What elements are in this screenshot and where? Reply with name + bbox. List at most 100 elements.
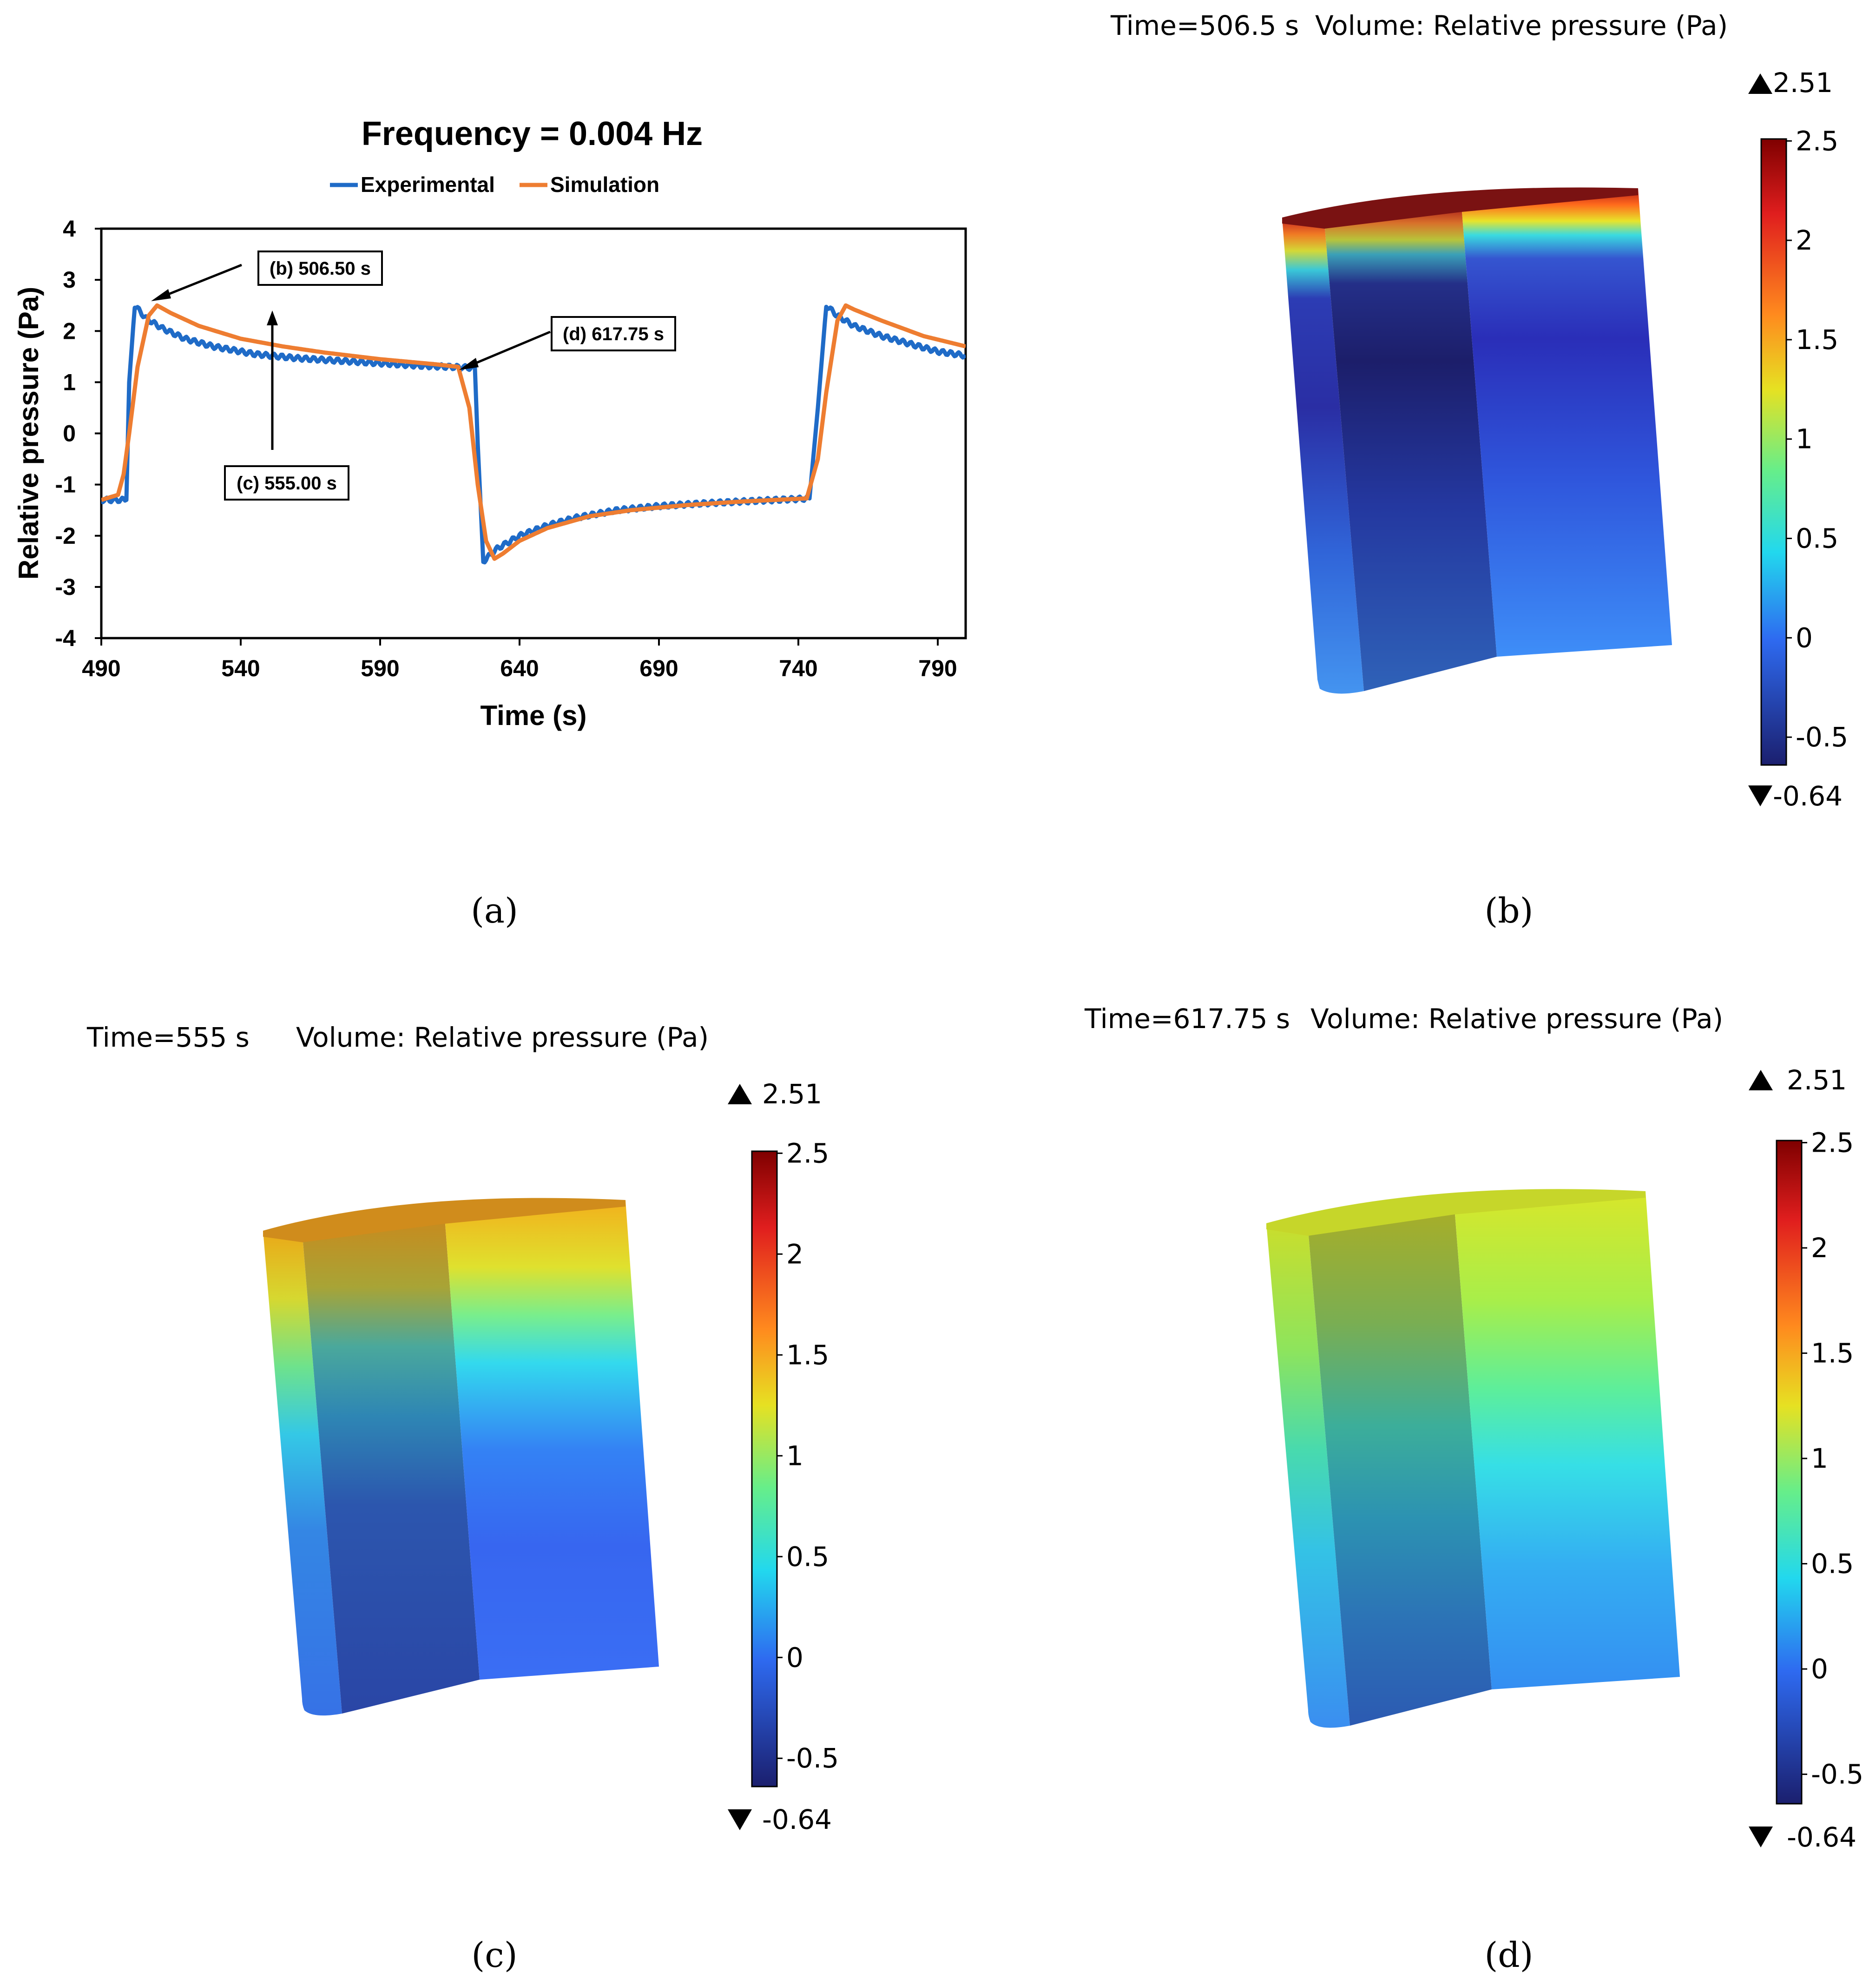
colorbar-tick-label: 2.5 xyxy=(1811,1127,1854,1159)
chart-title: Frequency = 0.004 Hz xyxy=(362,115,703,152)
colorbar-tick-label: 1.5 xyxy=(1811,1338,1854,1369)
annotation-arrowhead-d xyxy=(459,358,479,370)
colorbar-tick-label: 0 xyxy=(786,1642,803,1673)
panel-b-min-label: -0.64 xyxy=(1773,780,1843,812)
y-tick-label: 0 xyxy=(63,421,76,447)
colorbar-tick-label: -0.5 xyxy=(1796,721,1848,753)
panel-b-max-label: 2.51 xyxy=(1773,67,1833,99)
panel-d-min-marker-icon xyxy=(1749,1827,1773,1847)
simulation-panel-b: Time=506.5 s Volume: Relative pressure (… xyxy=(1110,10,1848,931)
colorbar-tick-label: 0 xyxy=(1811,1653,1828,1685)
panel-b-max-marker-icon xyxy=(1748,73,1772,94)
colorbar-tick-label: 2 xyxy=(1811,1232,1828,1264)
panel-c-min-marker-icon xyxy=(728,1809,752,1830)
annotation-box-d xyxy=(551,316,676,351)
panel-c-max-marker-icon xyxy=(728,1084,752,1104)
colorbar-tick-label: -0.5 xyxy=(1811,1759,1863,1790)
panel-b-volume-label: Volume: Relative pressure (Pa) xyxy=(1315,10,1728,41)
chart-plot-area xyxy=(100,227,967,640)
y-tick-label: -4 xyxy=(55,625,76,651)
colorbar-tick-label: 0.5 xyxy=(1796,523,1838,554)
x-tick-label: 740 xyxy=(779,655,817,681)
colorbar-tick-label: 0 xyxy=(1796,622,1813,653)
y-tick-label: 2 xyxy=(63,318,76,344)
series-line-simulation xyxy=(101,303,966,561)
x-tick-label: 640 xyxy=(500,655,539,681)
panel-c-colorbar: 2.51 -0.64 2.5 2 1.5 1 0.5 0 -0.5 xyxy=(728,1078,839,1835)
x-tick-label: 540 xyxy=(221,655,260,681)
panel-d-max-label: 2.51 xyxy=(1787,1064,1847,1096)
panel-c-middle-face xyxy=(303,1218,480,1714)
chart-ticks: 490 540 590 640 690 740 790 4 3 2 1 0 -1 -2 -3 -4 xyxy=(55,216,957,681)
y-tick-label: 4 xyxy=(63,216,76,242)
panel-c-volume-label: Volume: Relative pressure (Pa) xyxy=(296,1022,709,1053)
annotation-box-b xyxy=(257,251,383,286)
panel-b-3d-object xyxy=(1282,187,1672,694)
y-tick-label: -2 xyxy=(55,523,76,549)
panel-caption-c: (c) xyxy=(471,1935,517,1975)
panel-c-right-face xyxy=(445,1200,659,1680)
panel-b-time-label: Time=506.5 s xyxy=(1110,10,1299,41)
annotation-arrowhead-c xyxy=(267,310,278,325)
colorbar-tick-label: 2 xyxy=(786,1238,803,1270)
chart-annotations: (b) 506.50 s (c) 555.00 s (d) 617.75 s xyxy=(151,251,676,501)
panel-d-colorbar-gradient xyxy=(1776,1140,1803,1805)
colorbar-tick-label: -0.5 xyxy=(786,1742,839,1774)
simulation-panel-d: Time=617.75 s Volume: Relative pressure … xyxy=(1084,1003,1863,1975)
panel-caption-b: (b) xyxy=(1484,891,1533,931)
panel-b-colorbar-ticks: 2.5 2 1.5 1 0.5 0 -0.5 xyxy=(1786,125,1848,753)
panel-c-colorbar-gradient xyxy=(751,1150,778,1787)
chart-legend: Experimental Simulation xyxy=(330,172,659,197)
panel-caption-a: (a) xyxy=(471,891,518,931)
x-tick-label: 690 xyxy=(639,655,678,681)
panel-c-min-label: -0.64 xyxy=(762,1804,832,1835)
colorbar-tick-label: 1 xyxy=(786,1440,803,1471)
annotation-box-c xyxy=(224,465,349,501)
colorbar-tick-label: 1 xyxy=(1796,423,1813,455)
panel-c-colorbar-ticks: 2.5 2 1.5 1 0.5 0 -0.5 xyxy=(777,1137,839,1774)
colorbar-tick-label: 1 xyxy=(1811,1443,1828,1474)
panel-d-time-label: Time=617.75 s xyxy=(1084,1003,1290,1035)
panel-c-max-label: 2.51 xyxy=(762,1078,822,1110)
colorbar-tick-label: 0.5 xyxy=(786,1541,829,1572)
colorbar-tick-label: 1.5 xyxy=(786,1339,829,1371)
y-tick-label: 1 xyxy=(63,369,76,395)
panel-b-top-face xyxy=(1282,187,1638,229)
annotation-label-d: (d) 617.75 s xyxy=(563,324,664,344)
panel-b-right-face xyxy=(1461,188,1672,657)
legend-label-simulation: Simulation xyxy=(550,172,659,197)
y-tick-label: -3 xyxy=(55,574,76,600)
panel-d-max-marker-icon xyxy=(1749,1070,1773,1090)
panel-b-colorbar: 2.51 -0.64 2.5 2 1.5 1 0.5 0 -0.5 xyxy=(1748,67,1848,812)
annotation-arrow-d xyxy=(469,330,551,367)
annotation-label-c: (c) 555.00 s xyxy=(237,473,337,494)
colorbar-tick-label: 0.5 xyxy=(1811,1548,1854,1580)
colorbar-tick-label: 2.5 xyxy=(1796,125,1838,157)
panel-d-right-face xyxy=(1455,1191,1680,1689)
panel-c-top-face xyxy=(263,1198,625,1242)
panel-c-3d-object xyxy=(263,1198,659,1716)
panel-caption-d: (d) xyxy=(1484,1935,1533,1975)
x-tick-label: 790 xyxy=(918,655,957,681)
panel-d-volume-label: Volume: Relative pressure (Pa) xyxy=(1310,1003,1723,1035)
y-tick-label: -1 xyxy=(55,472,76,498)
panel-c-time-label: Time=555 s xyxy=(86,1022,250,1053)
panel-c-left-face xyxy=(263,1231,342,1716)
panel-b-min-marker-icon xyxy=(1748,785,1772,806)
panel-d-middle-face xyxy=(1308,1208,1492,1726)
y-tick-label: 3 xyxy=(63,267,76,293)
annotation-arrow-b xyxy=(155,264,242,301)
panel-b-middle-face xyxy=(1324,206,1497,691)
y-axis-label: Relative pressure (Pa) xyxy=(13,287,44,580)
chart-panel-a: Frequency = 0.004 Hz Experimental Simula… xyxy=(13,115,967,931)
colorbar-tick-label: 2.5 xyxy=(786,1137,829,1169)
panel-d-min-label: -0.64 xyxy=(1787,1821,1856,1853)
series-line-experimental xyxy=(101,304,966,565)
panel-b-colorbar-gradient xyxy=(1760,138,1787,766)
x-tick-label: 490 xyxy=(82,655,120,681)
simulation-panel-c: Time=555 s Volume: Relative pressure (Pa… xyxy=(86,1022,839,1975)
panel-b-left-face xyxy=(1282,218,1364,694)
annotation-arrowhead-b xyxy=(151,289,171,301)
panel-d-3d-object xyxy=(1266,1189,1680,1728)
x-tick-label: 590 xyxy=(361,655,399,681)
